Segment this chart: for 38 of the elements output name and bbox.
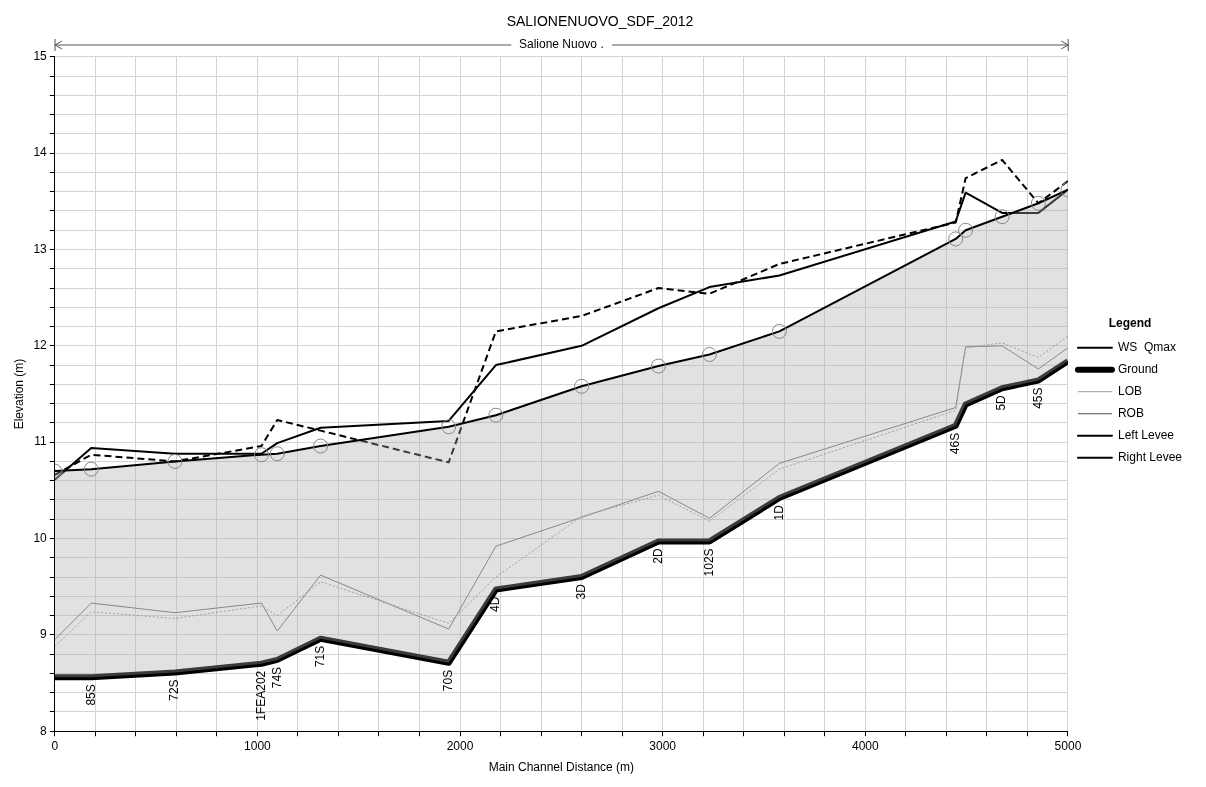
y-tick-label: 12 [33,338,48,353]
x-tick-label: 3000 [649,738,677,753]
annotation: 74S [269,666,284,689]
annotation: 2D [650,548,665,564]
y-tick-label: 8 [40,723,48,738]
y-tick-label: 9 [40,627,48,642]
legend-label: Left Levee [1117,428,1175,443]
legend-label: ROB [1117,406,1144,421]
annotation: 102S [701,548,716,577]
annotation: 45S [1030,387,1045,409]
annotation: 3D [573,583,588,600]
annotation: 72S [167,679,182,701]
annotation: 5D [994,394,1009,411]
chart-title: SALIONENUOVO_SDF_2012 [506,13,694,30]
annotation: 46S [948,432,963,455]
annotation: 1D [771,504,786,521]
legend-label: Right Levee [1117,450,1183,465]
annotation: 1FEA202 [253,670,268,721]
x-axis-title: Main Channel Distance (m) [488,760,635,775]
text: Salione Nuovo . [518,37,604,52]
y-tick-label: 11 [34,434,48,449]
x-tick-label: 0 [51,738,59,753]
y-tick-label: 15 [33,49,48,64]
legend-title: Legend [1108,315,1152,330]
x-tick-label: 2000 [446,738,474,753]
legend-label: WS Qmax [1117,340,1176,355]
legend-label: Ground [1117,362,1158,377]
legend-label: LOB [1117,384,1142,399]
y-tick-label: 10 [33,530,48,545]
annotation: 70S [441,669,455,692]
x-tick-label: 1000 [244,738,272,753]
x-tick-label: 4000 [851,738,879,753]
y-tick-label: 13 [33,241,48,256]
y-tick-label: 14 [33,145,48,160]
y-axis-title: Elevation (m) [11,358,26,430]
x-tick-label: 5000 [1054,738,1082,753]
annotation: 71S [312,645,327,668]
annotation: 85S [83,684,98,706]
